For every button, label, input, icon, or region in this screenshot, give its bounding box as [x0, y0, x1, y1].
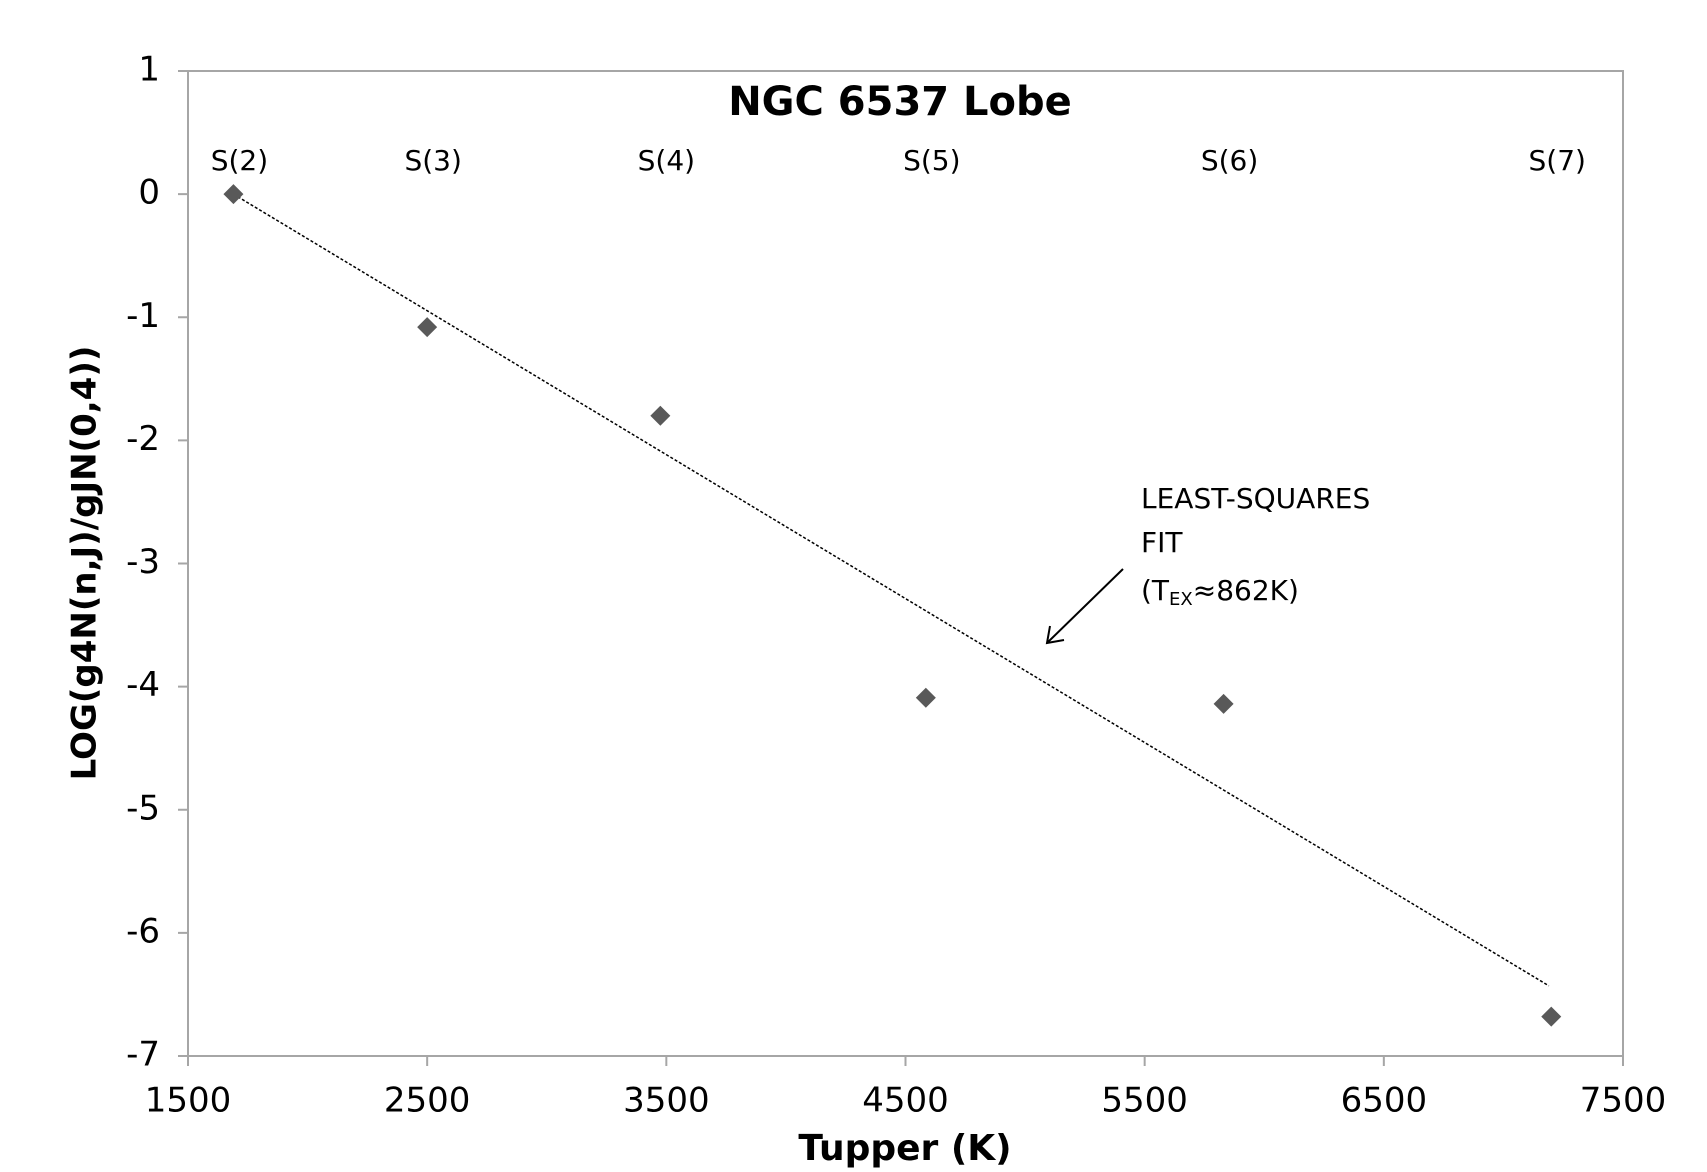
point-label: S(3): [404, 144, 461, 177]
annotation-suffix: ≈862K): [1193, 574, 1299, 607]
data-point: [1541, 1006, 1562, 1027]
point-label: S(6): [1201, 144, 1258, 177]
y-tick-label: 0: [138, 173, 160, 213]
data-point: [1213, 693, 1234, 714]
annotation-line: LEAST-SQUARES: [1141, 482, 1370, 515]
x-tick-label: 3500: [623, 1081, 710, 1121]
y-tick-label: 1: [138, 50, 160, 90]
point-label: S(4): [638, 144, 695, 177]
y-tick-label: -7: [126, 1035, 160, 1075]
y-tick-label: -5: [126, 788, 160, 828]
data-point: [915, 687, 936, 708]
annotation-arrow: [1046, 568, 1124, 644]
y-tick-label: -3: [126, 542, 160, 582]
annotation-line: FIT: [1141, 526, 1183, 559]
point-label: S(5): [903, 144, 960, 177]
y-tick-label: -1: [126, 296, 160, 336]
annotation-arrowhead: [1045, 625, 1065, 645]
data-point: [417, 317, 438, 338]
chart-title: NGC 6537 Lobe: [728, 79, 1072, 125]
x-tick-label: 7500: [1580, 1081, 1667, 1121]
x-tick-label: 6500: [1341, 1081, 1428, 1121]
y-tick-label: -2: [126, 419, 160, 459]
x-tick-label: 5500: [1101, 1081, 1188, 1121]
y-tick-label: -4: [126, 665, 160, 705]
x-tick-label: 4500: [862, 1081, 949, 1121]
data-point: [223, 184, 244, 205]
x-tick-label: 1500: [145, 1081, 232, 1121]
data-point: [650, 405, 671, 426]
annotation-formula: (TEX≈862K): [1141, 574, 1299, 610]
y-tick-label: -6: [126, 911, 160, 951]
x-tick-label: 2500: [384, 1081, 471, 1121]
point-label: S(7): [1529, 144, 1586, 177]
fit-line: [233, 193, 1550, 987]
annotation-subscript: EX: [1169, 589, 1193, 610]
point-label: S(2): [211, 144, 268, 177]
y-axis-label: LOG(g4N(n,J)/gJN(0,4)): [65, 346, 105, 781]
annotation-prefix: (T: [1141, 574, 1170, 607]
x-axis-label: Tupper (K): [798, 1128, 1011, 1169]
